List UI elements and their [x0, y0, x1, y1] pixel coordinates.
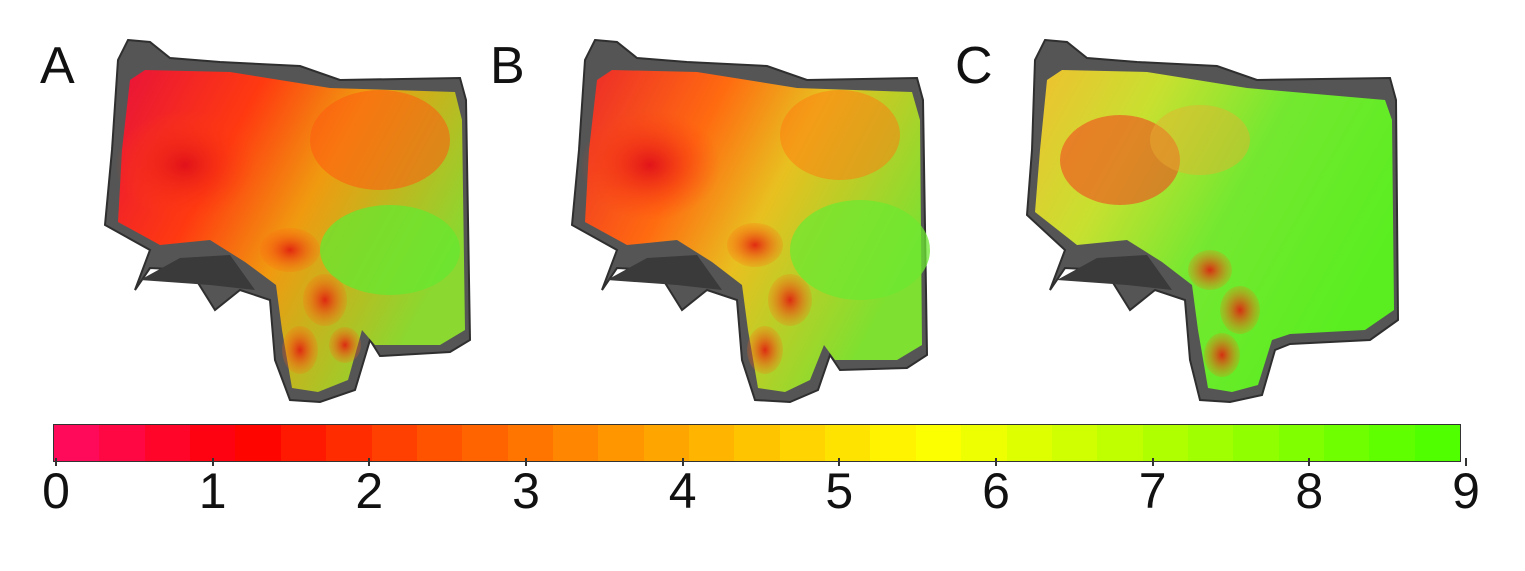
colorbar-tick: [995, 458, 997, 466]
colorbar-tick-label: 8: [1295, 463, 1324, 519]
colorbar-segment: [416, 425, 463, 461]
colorbar-segment: [144, 425, 191, 461]
colorbar-segment: [1097, 425, 1143, 461]
colorbar-tick-label: 9: [1452, 463, 1480, 519]
panel-label-b: B: [490, 37, 525, 95]
colorbar-segment: [507, 425, 553, 461]
colorbar-tick-label: 5: [825, 463, 854, 519]
map-a: [103, 38, 472, 404]
colorbar-segment: [1414, 425, 1461, 461]
colorbar-segment: [870, 425, 916, 461]
colorbar-segment: [598, 425, 644, 461]
colorbar-tick: [55, 458, 57, 466]
colorbar-segment: [643, 425, 690, 461]
colorbar-segment: [371, 425, 417, 461]
colorbar-segment: [689, 425, 735, 461]
colorbar-tick-label: 7: [1138, 463, 1167, 519]
colorbar-segment: [915, 425, 962, 461]
colorbar-segment: [825, 425, 871, 461]
colorbar-segment: [1278, 425, 1325, 461]
colorbar-segment: [961, 425, 1007, 461]
colorbar-segment: [54, 425, 100, 461]
map-c: [1025, 38, 1400, 404]
colorbar-tick: [1465, 458, 1467, 466]
colorbar-tick: [681, 458, 684, 466]
colorbar-tick: [211, 458, 214, 466]
colorbar-tick: [368, 458, 371, 466]
colorbar-segment: [1369, 425, 1415, 461]
colorbar-tick: [1308, 458, 1311, 466]
colorbar-segment: [280, 425, 327, 461]
colorbar-segment: [1233, 425, 1279, 461]
panel-label-a: A: [40, 37, 75, 95]
colorbar-segment: [326, 425, 372, 461]
colorbar-segment: [462, 425, 508, 461]
colorbar-tick-label: 6: [982, 463, 1010, 519]
colorbar-tick-label: 2: [355, 463, 384, 519]
panel-label-c: C: [955, 37, 993, 95]
colorbar: [53, 424, 1461, 462]
colorbar-segment: [190, 425, 236, 461]
colorbar-tick: [1151, 458, 1154, 466]
map-b: [570, 38, 930, 404]
colorbar-segment: [1051, 425, 1098, 461]
colorbar-segment: [734, 425, 780, 461]
colorbar-tick: [838, 458, 841, 466]
colorbar-segment: [779, 425, 826, 461]
colorbar-tick-label: 0: [42, 463, 70, 519]
colorbar-segment: [99, 425, 145, 461]
colorbar-tick-label: 1: [198, 463, 227, 519]
colorbar-segment: [552, 425, 599, 461]
colorbar-segment: [1006, 425, 1052, 461]
colorbar-segment: [1324, 425, 1370, 461]
colorbar-segment: [235, 425, 281, 461]
colorbar-segment: [1187, 425, 1234, 461]
colorbar-tick-label: 4: [668, 463, 697, 519]
colorbar-segment: [1142, 425, 1188, 461]
colorbar-tick-label: 3: [512, 463, 540, 519]
colorbar-tick: [525, 458, 527, 466]
